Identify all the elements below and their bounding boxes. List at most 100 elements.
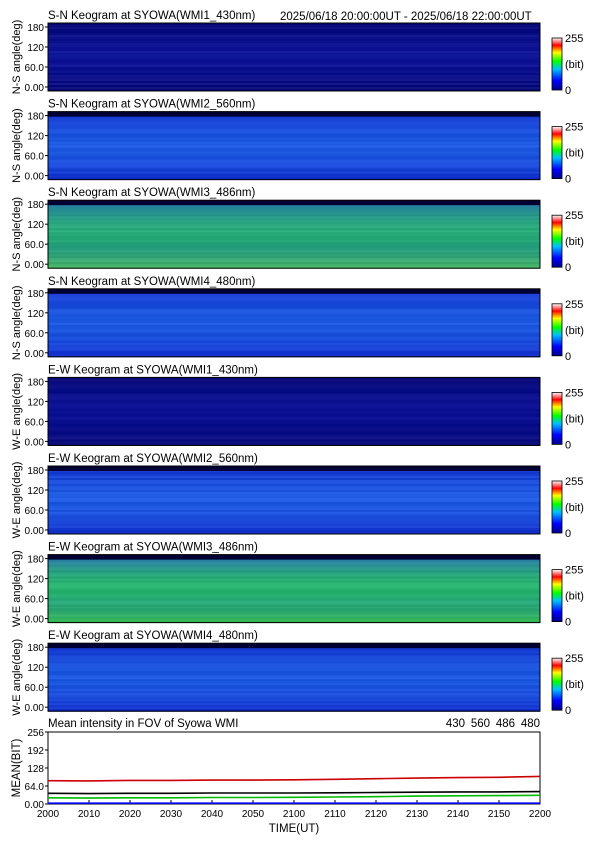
keogram-row [48, 472, 540, 475]
keogram-row [48, 707, 540, 710]
keogram-ytick-label: 0.00 [25, 437, 45, 448]
keogram-row [48, 354, 540, 358]
keogram-image [48, 377, 540, 446]
keogram-row [48, 530, 540, 533]
keogram-row [48, 600, 540, 604]
mean-chart-xtick-label: 2140 [447, 809, 470, 820]
keogram-ylabel: N-S angle(deg) [11, 20, 23, 95]
keogram-row [48, 244, 540, 247]
keogram-image [48, 200, 540, 269]
keogram-row [48, 29, 540, 32]
keogram-row [48, 115, 540, 119]
keogram-ytick-label: 120 [27, 309, 44, 320]
keogram-row [48, 27, 540, 30]
keogram-row [48, 405, 540, 408]
keogram-row [48, 234, 540, 237]
keogram-row [48, 689, 540, 692]
keogram-row [48, 568, 540, 572]
keogram-row [48, 498, 540, 501]
keogram-row [48, 45, 540, 48]
keogram-row [48, 248, 540, 251]
keogram-row [48, 320, 540, 324]
keogram-row [48, 437, 540, 440]
keogram-row [48, 494, 540, 497]
keogram-row [48, 127, 540, 131]
keogram-row [48, 310, 540, 314]
keogram-row [48, 294, 540, 298]
keogram-row [48, 49, 540, 52]
keogram-row [48, 604, 540, 608]
keogram-row [48, 695, 540, 698]
keogram-row [48, 31, 540, 34]
keogram-row [48, 488, 540, 491]
mean-chart-xtick-label: 2200 [529, 809, 552, 820]
keogram-row [48, 482, 540, 485]
keogram-row [48, 350, 540, 354]
keogram-row [48, 89, 540, 92]
keogram-row [48, 47, 540, 50]
colorbar [551, 214, 563, 268]
colorbar-max-label: 255 [565, 653, 583, 665]
keogram-title: S-N Keogram at SYOWA(WMI4_480nm) [48, 276, 255, 288]
keogram-row [48, 59, 540, 62]
keogram-ylabel: W-E angle(deg) [11, 462, 23, 539]
keogram-ytick-label: 60.0 [25, 417, 45, 428]
keogram-row [48, 429, 540, 432]
keogram-row [48, 403, 540, 406]
keogram-row [48, 228, 540, 231]
keogram-row [48, 564, 540, 568]
keogram-ytick-label: 60.0 [25, 683, 45, 694]
keogram-row [48, 83, 540, 86]
keogram-row [48, 165, 540, 169]
mean-chart-xtick-label: 2030 [160, 809, 183, 820]
colorbar [551, 37, 563, 91]
keogram-row [48, 504, 540, 507]
keogram-row [48, 35, 540, 38]
keogram-row [48, 232, 540, 235]
keogram-row [48, 598, 540, 602]
keogram-row [48, 55, 540, 58]
keogram-row [48, 606, 540, 610]
keogram-row [48, 41, 540, 44]
keogram-row [48, 528, 540, 531]
keogram-ytick-label: 0.00 [25, 526, 45, 537]
keogram-ytick-label: 60.0 [25, 152, 45, 163]
keogram-row [48, 151, 540, 155]
keogram-row [48, 224, 540, 227]
keogram-row [48, 439, 540, 442]
keogram-top-edge [48, 554, 540, 560]
keogram-row [48, 379, 540, 382]
keogram-title: E-W Keogram at SYOWA(WMI3_486nm) [48, 542, 258, 554]
keogram-row [48, 292, 540, 296]
keogram-row [48, 173, 540, 177]
keogram-row [48, 510, 540, 513]
keogram-row [48, 169, 540, 173]
keogram-row [48, 478, 540, 481]
keogram-row [48, 133, 540, 137]
mean-chart-title: Mean intensity in FOV of Syowa WMI [48, 718, 238, 730]
keogram-row [48, 161, 540, 165]
keogram-row [48, 701, 540, 704]
colorbar-unit-label: (bit) [565, 679, 584, 691]
keogram-row [48, 486, 540, 489]
keogram-row [48, 328, 540, 332]
keogram-ytick-label: 120 [27, 397, 44, 408]
keogram-panel: E-W Keogram at SYOWA(WMI4_480nm) 180 120 60… [11, 630, 584, 717]
keogram-ytick-label: 180 [27, 643, 44, 654]
keogram-row [48, 57, 540, 60]
keogram-row [48, 647, 540, 650]
keogram-row [48, 53, 540, 56]
colorbar-max-label: 255 [565, 565, 583, 577]
keogram-row [48, 663, 540, 666]
colorbar-max-label: 255 [565, 33, 583, 45]
keogram-row [48, 705, 540, 708]
keogram-ytick-label: 180 [27, 555, 44, 566]
mean-chart-xtick-label: 2120 [365, 809, 388, 820]
keogram-row [48, 222, 540, 225]
keogram-row [48, 214, 540, 217]
keogram-row [48, 514, 540, 517]
keogram-row [48, 212, 540, 215]
keogram-ytick-label: 60.0 [25, 595, 45, 606]
keogram-row [48, 135, 540, 139]
keogram-row [48, 304, 540, 308]
